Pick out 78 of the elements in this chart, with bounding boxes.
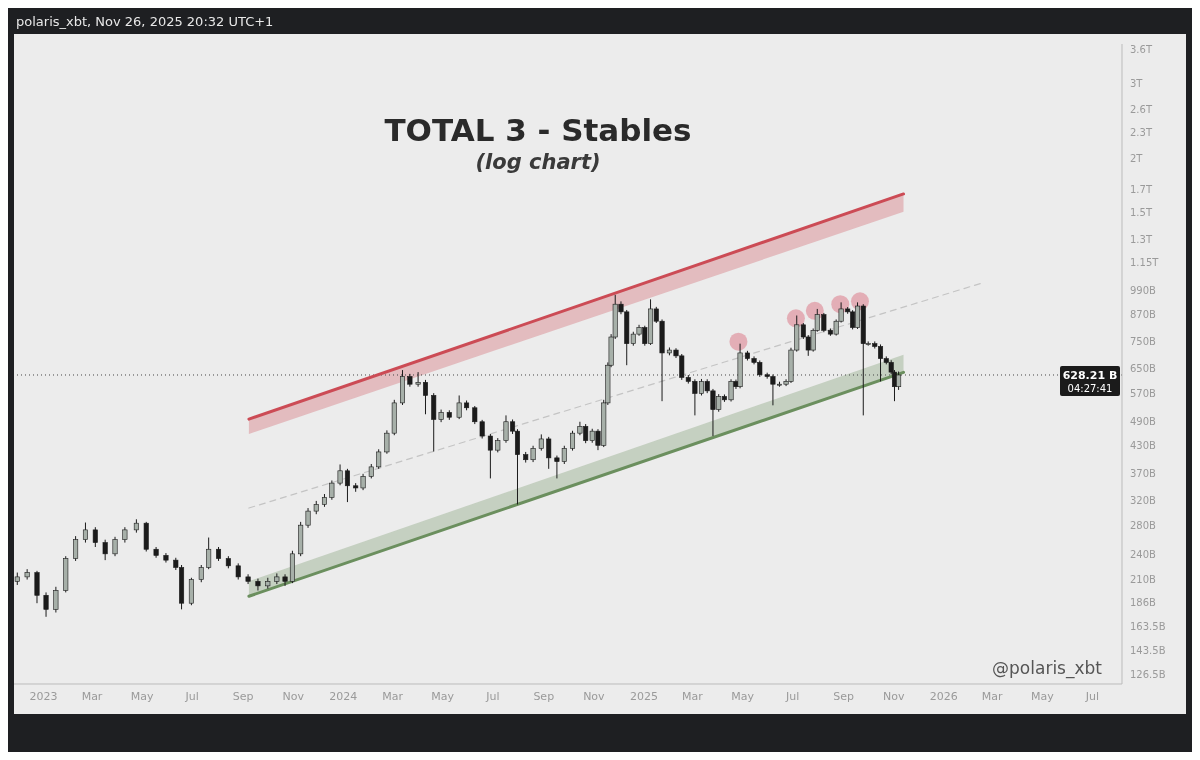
y-tick-label: 430B [1130, 440, 1157, 452]
candlestick [456, 394, 462, 420]
candlestick [423, 379, 428, 415]
y-tick-label: 870B [1130, 308, 1157, 320]
annotation: @polaris_xbt [992, 658, 1102, 678]
x-tick-label: Jul [1084, 689, 1100, 703]
y-tick-label: 370B [1130, 468, 1157, 480]
x-tick-label: Mar [682, 689, 704, 703]
x-tick-label: May [731, 689, 755, 703]
x-tick-label: Sep [232, 689, 254, 703]
x-tick-label: 2023 [29, 689, 58, 703]
candlestick [112, 536, 118, 557]
candlestick [82, 522, 88, 544]
x-tick-label: Sep [533, 689, 555, 703]
x-tick-label: 2025 [629, 689, 658, 703]
candlestick [24, 568, 30, 581]
y-tick-label: 210B [1130, 574, 1157, 586]
candlestick [570, 430, 576, 452]
x-tick-label: 2024 [329, 689, 358, 703]
x-tick-label: 2026 [929, 689, 958, 703]
x-tick-label: May [130, 689, 154, 703]
point [729, 332, 748, 351]
candlestick [344, 468, 350, 503]
y-tick-label: 750B [1130, 336, 1157, 348]
x-tick-label: Mar [981, 689, 1004, 703]
text: polaris_xbt, Nov 26, 2025 20:32 UTC+1 [16, 14, 274, 29]
candlestick [415, 371, 421, 388]
candlestick [337, 463, 343, 486]
x-tick-label: Sep [833, 689, 854, 703]
x-tick-label: Nov [882, 689, 905, 703]
y-tick-label: 163.5B [1130, 620, 1166, 632]
y-tick-label: 1.3T [1130, 233, 1153, 245]
y-tick-label: 320B [1130, 495, 1157, 507]
candlestick [487, 433, 493, 479]
candlestick [188, 577, 194, 606]
y-tick-label: 240B [1130, 549, 1157, 561]
candlestick [43, 591, 49, 618]
x-tick-label: Nov [583, 689, 606, 703]
x-tick-label: Mar [81, 689, 103, 703]
candlestick [255, 578, 261, 592]
y-tick-label: 650B [1130, 363, 1157, 375]
y-tick-label: 1.5T [1130, 207, 1153, 219]
candlestick [102, 539, 108, 561]
x-tick-label: Jul [785, 689, 800, 703]
x-tick-label: Nov [282, 689, 305, 703]
candlestick [546, 436, 552, 470]
x-tick-label: May [1030, 689, 1055, 703]
x-tick-label: Jul [485, 689, 500, 703]
text: TOTAL 3 - Stables [383, 112, 693, 148]
candlestick [34, 570, 40, 604]
candlestick [206, 537, 212, 570]
ref-line-label: 628.21 B [1062, 369, 1118, 382]
y-tick-label: 143.5B [1130, 645, 1166, 657]
y-tick-label: 2.6T [1130, 104, 1153, 116]
annotation: 04:27:41 [1067, 383, 1113, 394]
candlestick [53, 586, 59, 614]
x-tick-label: May [431, 689, 455, 703]
candlestick [376, 448, 382, 470]
y-tick-label: 2T [1130, 153, 1144, 165]
y-tick-label: 126.5B [1130, 668, 1166, 680]
candlestick [329, 479, 335, 501]
y-tick-label: 990B [1130, 284, 1157, 296]
text: (log chart) [474, 150, 602, 174]
y-tick-label: 3T [1130, 77, 1144, 89]
y-tick-label: 280B [1130, 520, 1157, 532]
x-tick-label: Jul [184, 689, 199, 703]
candlestick [73, 535, 79, 562]
x-tick-label: Mar [382, 689, 404, 703]
y-tick-label: 1.15T [1130, 256, 1160, 268]
y-tick-label: 490B [1130, 415, 1157, 427]
y-tick-label: 570B [1130, 387, 1157, 399]
y-tick-label: 3.6T [1130, 43, 1153, 55]
y-tick-label: 186B [1130, 596, 1157, 608]
y-tick-label: 1.7T [1130, 183, 1153, 195]
candlestick [92, 526, 98, 548]
candlestick [282, 573, 288, 587]
y-tick-label: 2.3T [1130, 127, 1153, 139]
candlestick [896, 371, 902, 391]
